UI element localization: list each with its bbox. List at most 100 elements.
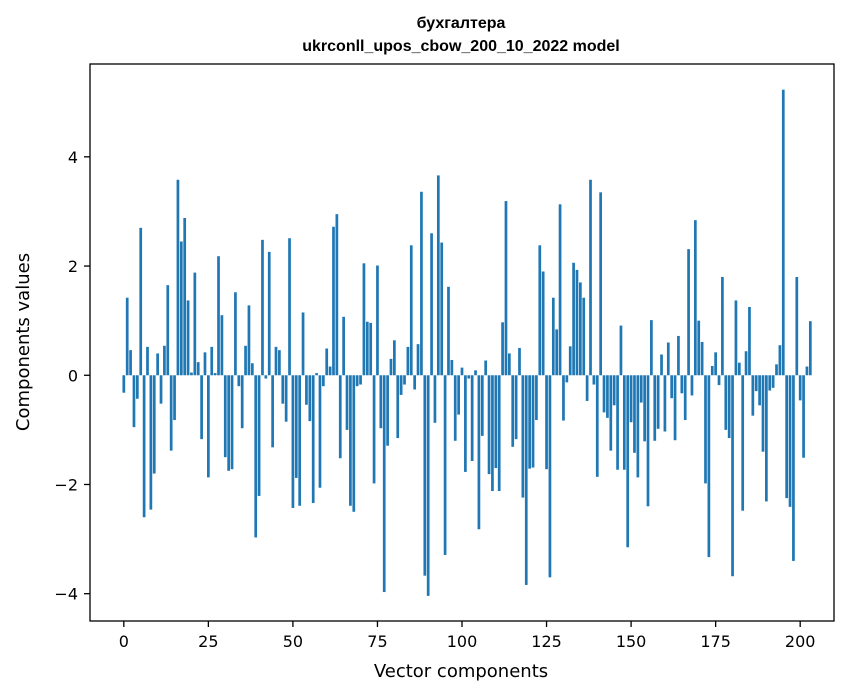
bar-198 xyxy=(792,375,795,561)
bar-202 xyxy=(805,366,809,376)
y-tick-label: −4 xyxy=(54,585,78,604)
bar-64 xyxy=(338,375,342,459)
bar-111 xyxy=(497,375,501,492)
bar-123 xyxy=(538,245,542,376)
bar-140 xyxy=(595,375,599,477)
bar-167 xyxy=(687,249,690,376)
bar-5 xyxy=(139,227,143,376)
bar-116 xyxy=(514,375,518,440)
bar-136 xyxy=(582,297,586,376)
bar-22 xyxy=(196,362,200,376)
bar-51 xyxy=(294,375,298,478)
x-tick-label: 25 xyxy=(198,632,218,651)
bar-125 xyxy=(545,375,548,470)
bar-49 xyxy=(288,238,291,376)
chart-title-line2: ukrconll_upos_cbow_200_10_2022 model xyxy=(302,38,619,55)
bar-1 xyxy=(125,297,129,376)
bar-133 xyxy=(572,262,575,376)
bar-74 xyxy=(372,375,376,484)
bar-187 xyxy=(754,375,758,392)
bar-15 xyxy=(173,375,176,421)
x-tick-label: 175 xyxy=(700,632,731,651)
bar-193 xyxy=(775,364,778,376)
bar-179 xyxy=(727,375,731,439)
bar-95 xyxy=(443,375,447,555)
bar-31 xyxy=(227,375,231,471)
bar-164 xyxy=(677,335,680,376)
bar-17 xyxy=(179,241,183,376)
bar-19 xyxy=(186,300,190,376)
bar-52 xyxy=(298,375,302,506)
bar-45 xyxy=(274,346,278,376)
y-tick-label: −2 xyxy=(54,475,78,494)
x-axis-label: Vector components xyxy=(374,661,548,682)
bar-81 xyxy=(396,375,400,439)
bar-86 xyxy=(413,375,417,390)
bar-24 xyxy=(203,352,207,376)
bar-154 xyxy=(643,375,646,442)
bar-169 xyxy=(693,220,697,376)
bar-149 xyxy=(626,375,630,548)
bar-146 xyxy=(616,375,619,470)
bar-173 xyxy=(707,375,711,558)
bar-8 xyxy=(149,375,153,510)
bar-53 xyxy=(301,312,305,376)
bar-43 xyxy=(267,251,271,376)
bar-157 xyxy=(653,375,657,441)
bar-16 xyxy=(176,179,180,376)
bar-75 xyxy=(376,265,379,376)
bar-89 xyxy=(423,375,427,576)
bar-183 xyxy=(741,375,745,511)
bar-56 xyxy=(311,375,315,504)
bar-162 xyxy=(670,375,674,399)
bar-91 xyxy=(430,233,433,376)
bar-79 xyxy=(389,358,393,376)
bar-28 xyxy=(217,256,220,376)
bar-160 xyxy=(663,375,667,432)
bar-148 xyxy=(622,375,626,470)
bar-66 xyxy=(345,375,349,430)
bar-134 xyxy=(575,269,579,376)
bar-126 xyxy=(548,375,552,578)
bar-99 xyxy=(457,375,460,415)
bar-39 xyxy=(254,375,258,538)
bar-153 xyxy=(639,375,643,403)
bar-184 xyxy=(744,351,748,376)
bar-38 xyxy=(250,363,254,376)
bar-121 xyxy=(531,375,535,468)
bar-199 xyxy=(795,276,799,376)
bar-71 xyxy=(362,263,366,376)
bar-63 xyxy=(335,214,339,376)
bar-170 xyxy=(697,320,701,376)
bar-110 xyxy=(494,375,498,469)
bar-196 xyxy=(785,375,789,499)
bar-20 xyxy=(190,372,193,376)
bar-32 xyxy=(230,375,234,470)
bar-97 xyxy=(450,359,454,376)
bar-165 xyxy=(680,375,684,394)
bar-3 xyxy=(132,375,136,428)
bar-161 xyxy=(666,342,670,376)
bar-73 xyxy=(369,322,373,376)
bar-129 xyxy=(558,204,562,376)
x-tick-label: 100 xyxy=(447,632,478,651)
bar-61 xyxy=(328,366,332,376)
bar-2 xyxy=(129,350,132,376)
bar-93 xyxy=(436,175,440,376)
bar-78 xyxy=(386,375,389,446)
bar-159 xyxy=(660,354,663,376)
bar-80 xyxy=(393,340,396,376)
bar-46 xyxy=(278,350,281,376)
bar-147 xyxy=(619,325,623,376)
chart-title-line1: бухгалтера xyxy=(417,15,506,32)
bar-13 xyxy=(166,285,170,376)
bar-124 xyxy=(541,271,545,376)
bar-138 xyxy=(589,179,592,376)
bar-37 xyxy=(247,305,251,376)
bar-44 xyxy=(271,375,274,448)
bar-195 xyxy=(781,89,785,376)
bar-142 xyxy=(602,375,606,413)
x-tick-label: 0 xyxy=(119,632,129,651)
bar-70 xyxy=(359,375,362,385)
